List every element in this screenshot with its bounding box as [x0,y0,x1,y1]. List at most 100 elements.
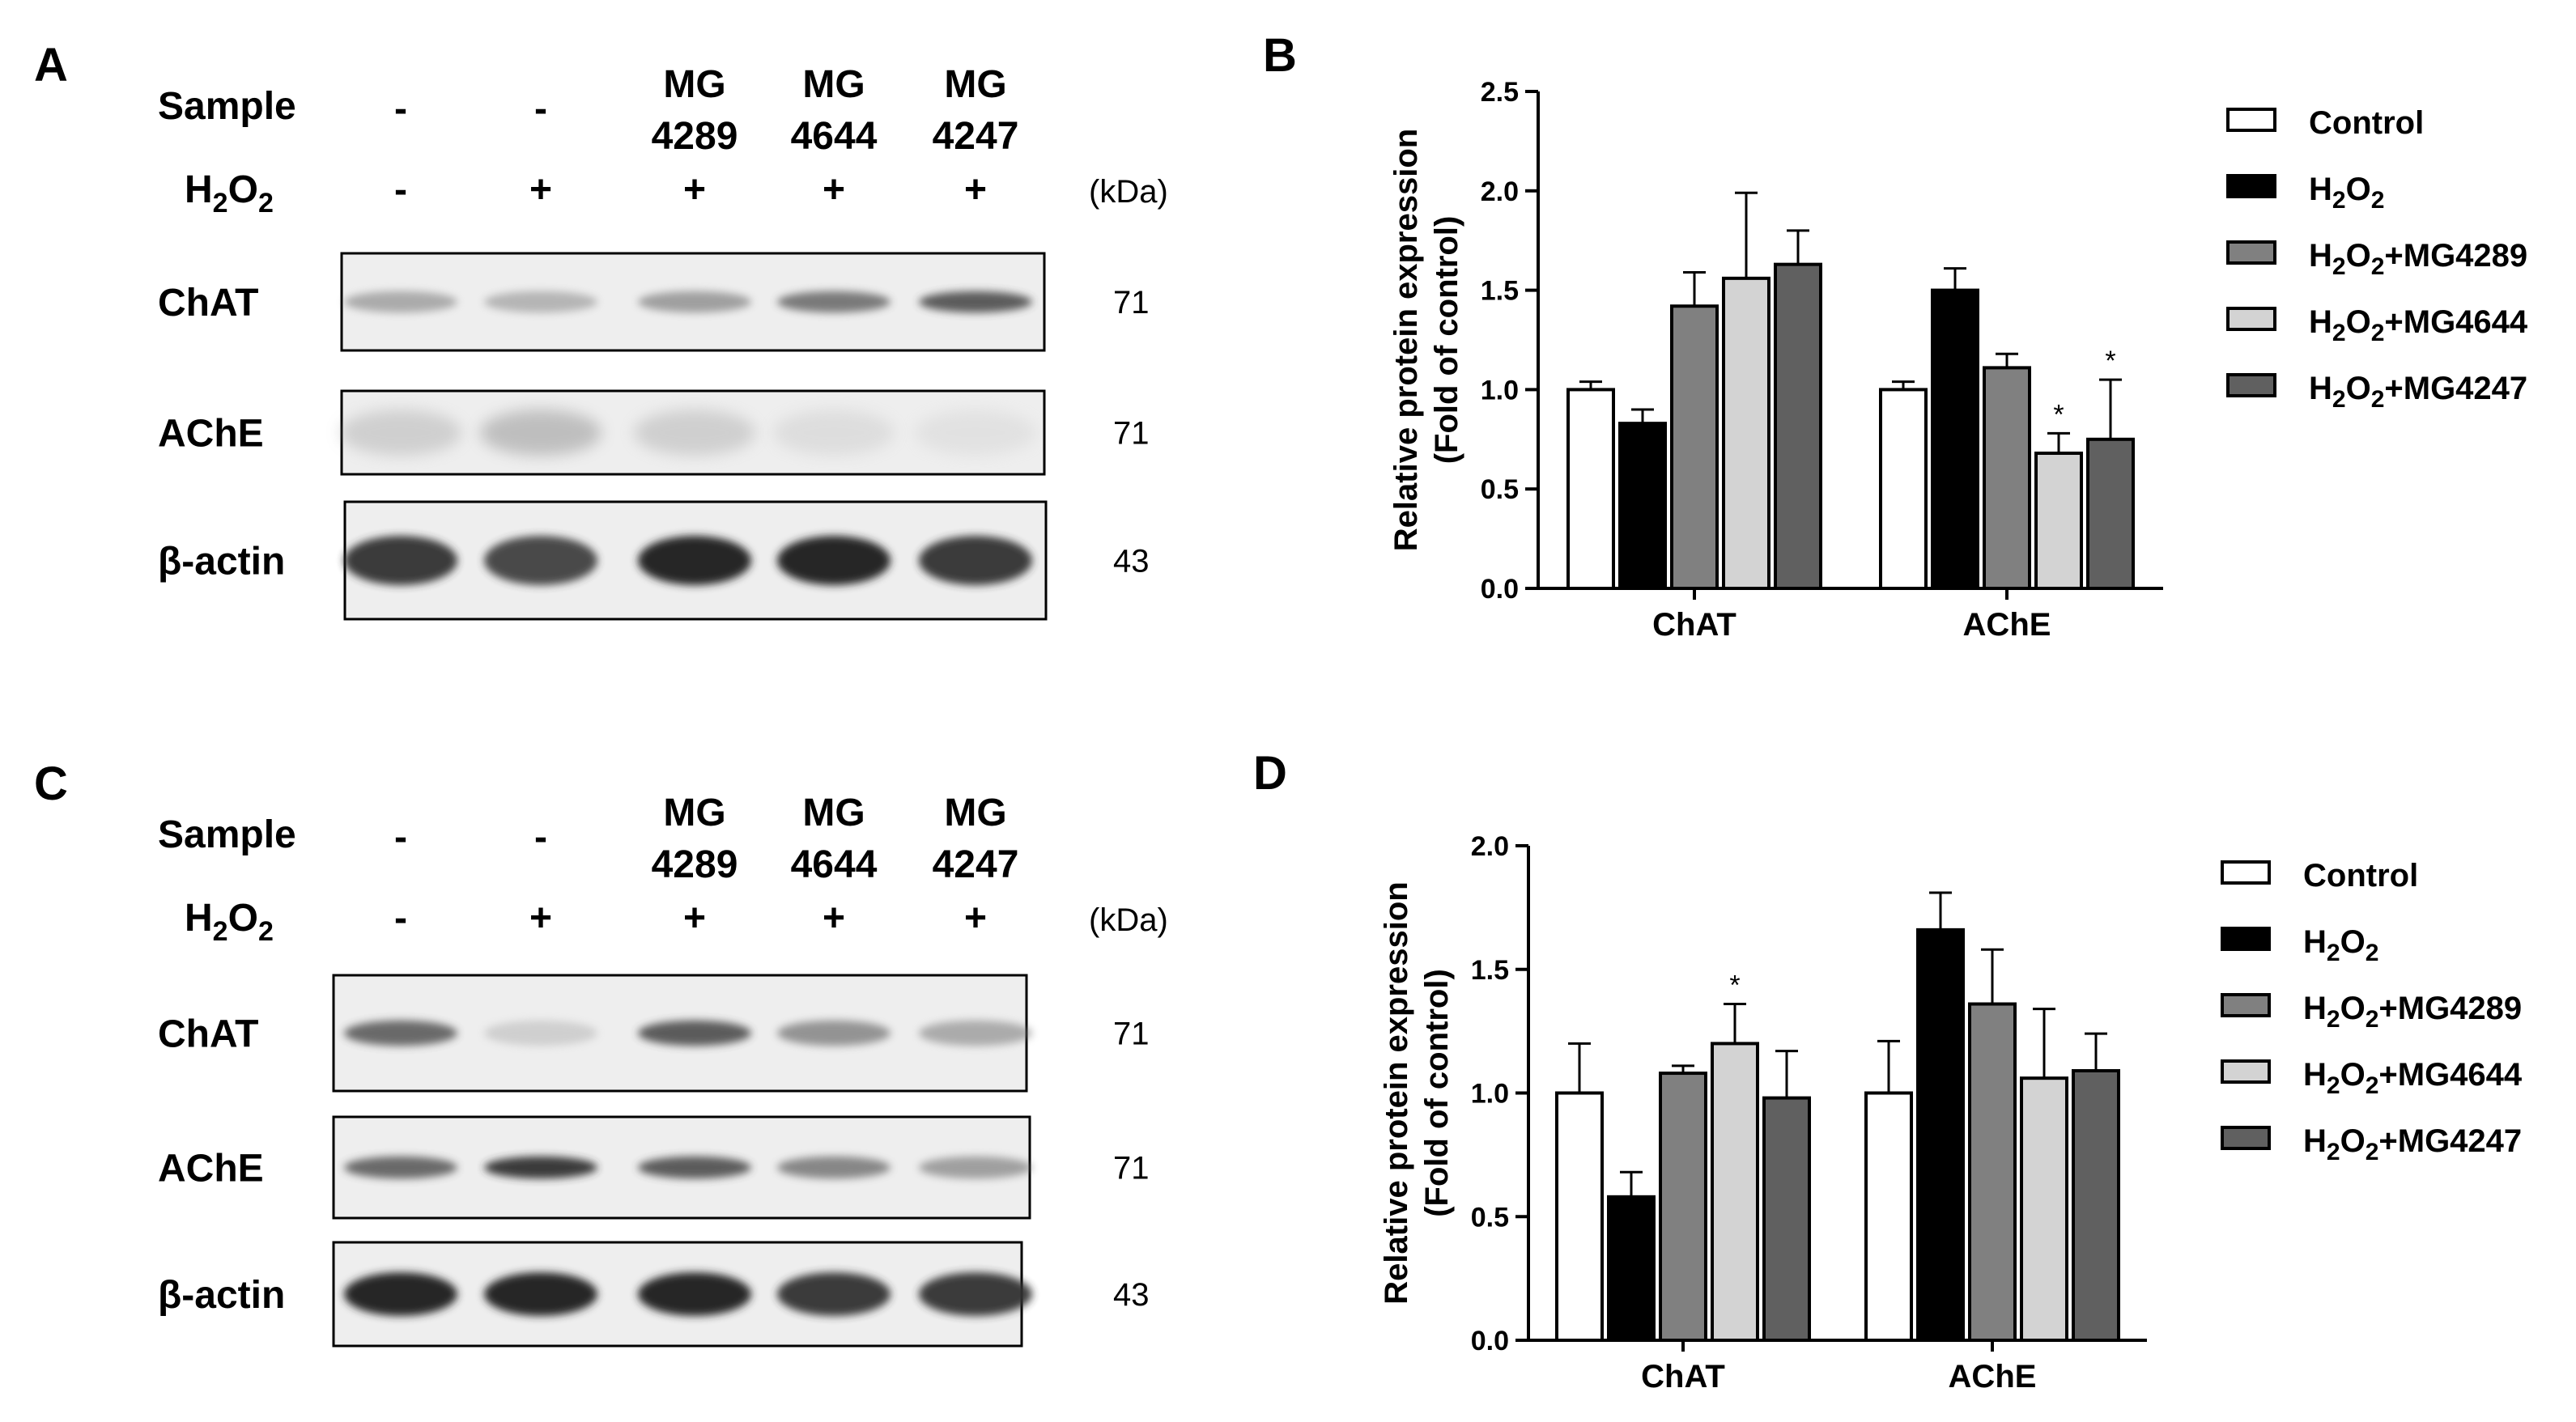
bar-chat-1 [1618,422,1667,590]
bar-chat-1 [1607,1195,1656,1343]
kda-unit-label: (kDa) [1089,174,1168,210]
legend-subscript-2: 2 [2366,1072,2379,1099]
legend-text-mid: O [2340,1123,2366,1159]
h2o2-h: H [185,168,213,211]
legend-subscript-2: 2 [2366,1139,2379,1165]
legend-subscript-2: 2 [2371,386,2385,413]
y-tick-label: 2.5 [1481,77,1519,108]
blot-row: β-actin 43 [158,500,1150,621]
y-tick-label: 0.5 [1471,1202,1509,1233]
legend-text-mid: O [2346,304,2371,340]
lane-sample-line2: 4644 [791,115,878,158]
bar-ache-1 [1931,288,1979,590]
legend-subscript: 2 [2327,1006,2340,1033]
blot-row: AChE 71 [158,389,1150,476]
legend-panel-d: ControlH2O2H2O2+MG4289H2O2+MG4644H2O2+MG… [2221,858,2523,1165]
h2o2-h: H [185,897,213,940]
h2o2-sub-1: 2 [213,916,228,947]
lane-sample-dash: - [534,87,547,130]
bar-chat-4 [1774,262,1822,590]
blot-row: AChE 71 [158,1115,1150,1220]
lane-sample-dash: - [394,87,407,130]
legend-subscript-2: 2 [2371,253,2385,280]
legend-swatch-1 [2226,174,2276,198]
bar-chat-3 [1711,1042,1759,1343]
legend-text-mid: O [2340,991,2366,1026]
legend-subscript: 2 [2332,320,2346,346]
legend-text-prefix: H [2303,924,2327,960]
lane-h2o2-sign: + [964,168,987,211]
y-axis-title-line1: Relative protein expression [1379,881,1414,1304]
x-category-label: AChE [1963,607,2051,643]
blot-row-label: β-actin [158,1274,285,1317]
panel-label-a: A [34,39,68,91]
blot-row: ChAT 71 [158,974,1150,1093]
lane-h2o2-sign: + [823,897,845,940]
y-axis-title-line2: (Fold of control) [1429,216,1464,465]
legend-subscript: 2 [2327,940,2340,966]
lane-sample-line1: MG [663,792,725,834]
y-tick-label: 1.5 [1471,955,1509,986]
legend-swatch-1 [2221,927,2271,951]
x-category-label: ChAT [1652,607,1736,643]
y-tick-label: 0.5 [1481,474,1519,505]
legend-text-prefix: H [2309,304,2332,340]
legend-subscript-2: 2 [2366,1006,2379,1033]
blot-band [634,410,755,456]
legend-label-4: H2O2+MG4247 [2303,1123,2522,1165]
lane-h2o2-sign: + [964,897,987,940]
lane-sample-line1: MG [663,63,725,106]
legend-text-suffix: +MG4247 [2384,371,2527,406]
kda-unit-label: (kDa) [1089,902,1168,938]
legend-text-mid: O [2340,924,2366,960]
bar-ache-0 [1864,1091,1913,1342]
h2o2-sub-2: 2 [258,916,274,947]
bar-ache-4 [2086,437,2135,590]
blot-band [777,1272,891,1316]
legend-text-mid: O [2346,238,2371,274]
legend-swatch-2 [2226,240,2276,265]
legend-text-mid: O [2346,371,2371,406]
y-axis-title-line2: (Fold of control) [1419,969,1455,1217]
legend-panel-b: ControlH2O2H2O2+MG4289H2O2+MG4644H2O2+MG… [2226,105,2528,413]
blot-band [344,1020,457,1046]
legend-subscript-2: 2 [2371,187,2385,214]
legend-text-prefix: H [2309,371,2332,406]
blot-band [484,1156,597,1179]
legend-text-prefix: H [2309,238,2332,274]
blot-band [484,291,597,313]
blot-row-kda: 71 [1113,1017,1150,1052]
legend-swatch-0 [2221,860,2271,885]
legend-subscript: 2 [2332,187,2346,214]
legend-subscript: 2 [2332,253,2346,280]
lane-sample-line1: MG [802,792,865,834]
lane-sample-line2: 4644 [791,843,878,886]
bar-chat-0 [1555,1091,1604,1342]
legend-label-3: H2O2+MG4644 [2303,1057,2523,1099]
legend-swatch-2 [2221,993,2271,1017]
legend-swatch-3 [2221,1059,2271,1084]
blot-band [638,1156,751,1179]
blot-band [340,410,461,456]
blot-band [773,410,895,456]
blot-row-kda: 43 [1113,544,1150,579]
bar-chat-0 [1566,388,1615,590]
legend-text-prefix: H [2303,1057,2327,1093]
blot-row: β-actin 43 [158,1241,1150,1348]
legend-swatch-4 [2226,373,2276,397]
bar-ache-4 [2072,1069,2120,1342]
legend-subscript-2: 2 [2371,320,2385,346]
blot-band [915,410,1036,456]
bar-ache-3 [2020,1076,2068,1343]
legend-text-suffix: +MG4247 [2378,1123,2522,1159]
x-category-label: ChAT [1641,1359,1725,1394]
sample-row-label: Sample [158,813,296,856]
blot-band [919,1020,1032,1046]
lane-sample-line2: 4247 [933,843,1019,886]
blot-band [638,1272,751,1316]
blot-band [484,536,597,585]
legend-text-suffix: +MG4644 [2384,304,2528,340]
